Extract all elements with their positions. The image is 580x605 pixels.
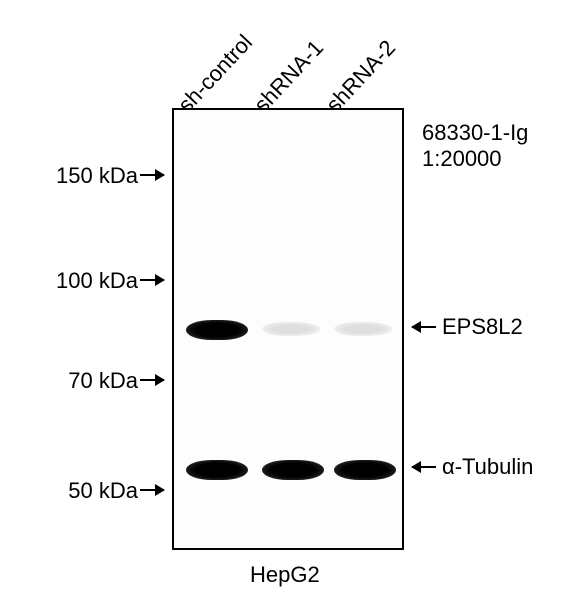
band-arrow-icon xyxy=(412,466,436,468)
band-eps8l2-lane1 xyxy=(186,320,248,340)
band-tubulin-lane2 xyxy=(262,460,324,480)
antibody-info: 68330-1-Ig 1:20000 xyxy=(422,120,528,173)
mw-marker-label: 150 kDa xyxy=(46,163,138,189)
band-eps8l2-lane2 xyxy=(262,322,320,336)
band-label-eps8l2: EPS8L2 xyxy=(442,314,523,340)
lane-label: shRNA-2 xyxy=(321,35,401,118)
antibody-dilution: 1:20000 xyxy=(422,146,528,172)
antibody-catalog: 68330-1-Ig xyxy=(422,120,528,146)
mw-marker-label: 70 kDa xyxy=(58,368,138,394)
mw-arrow-icon xyxy=(140,379,164,381)
western-blot-figure: sh-control shRNA-1 shRNA-2 150 kDa 100 k… xyxy=(0,0,580,605)
mw-arrow-icon xyxy=(140,174,164,176)
cell-line-label: HepG2 xyxy=(250,562,320,588)
lane-label: sh-control xyxy=(173,30,258,118)
mw-marker-label: 100 kDa xyxy=(46,268,138,294)
mw-marker-label: 50 kDa xyxy=(58,478,138,504)
band-tubulin-lane3 xyxy=(334,460,396,480)
band-tubulin-lane1 xyxy=(186,460,248,480)
mw-arrow-icon xyxy=(140,279,164,281)
band-eps8l2-lane3 xyxy=(334,322,392,336)
band-label-tubulin: α-Tubulin xyxy=(442,454,533,480)
band-arrow-icon xyxy=(412,326,436,328)
mw-arrow-icon xyxy=(140,489,164,491)
lane-label: shRNA-1 xyxy=(249,35,329,118)
blot-membrane xyxy=(172,108,404,550)
